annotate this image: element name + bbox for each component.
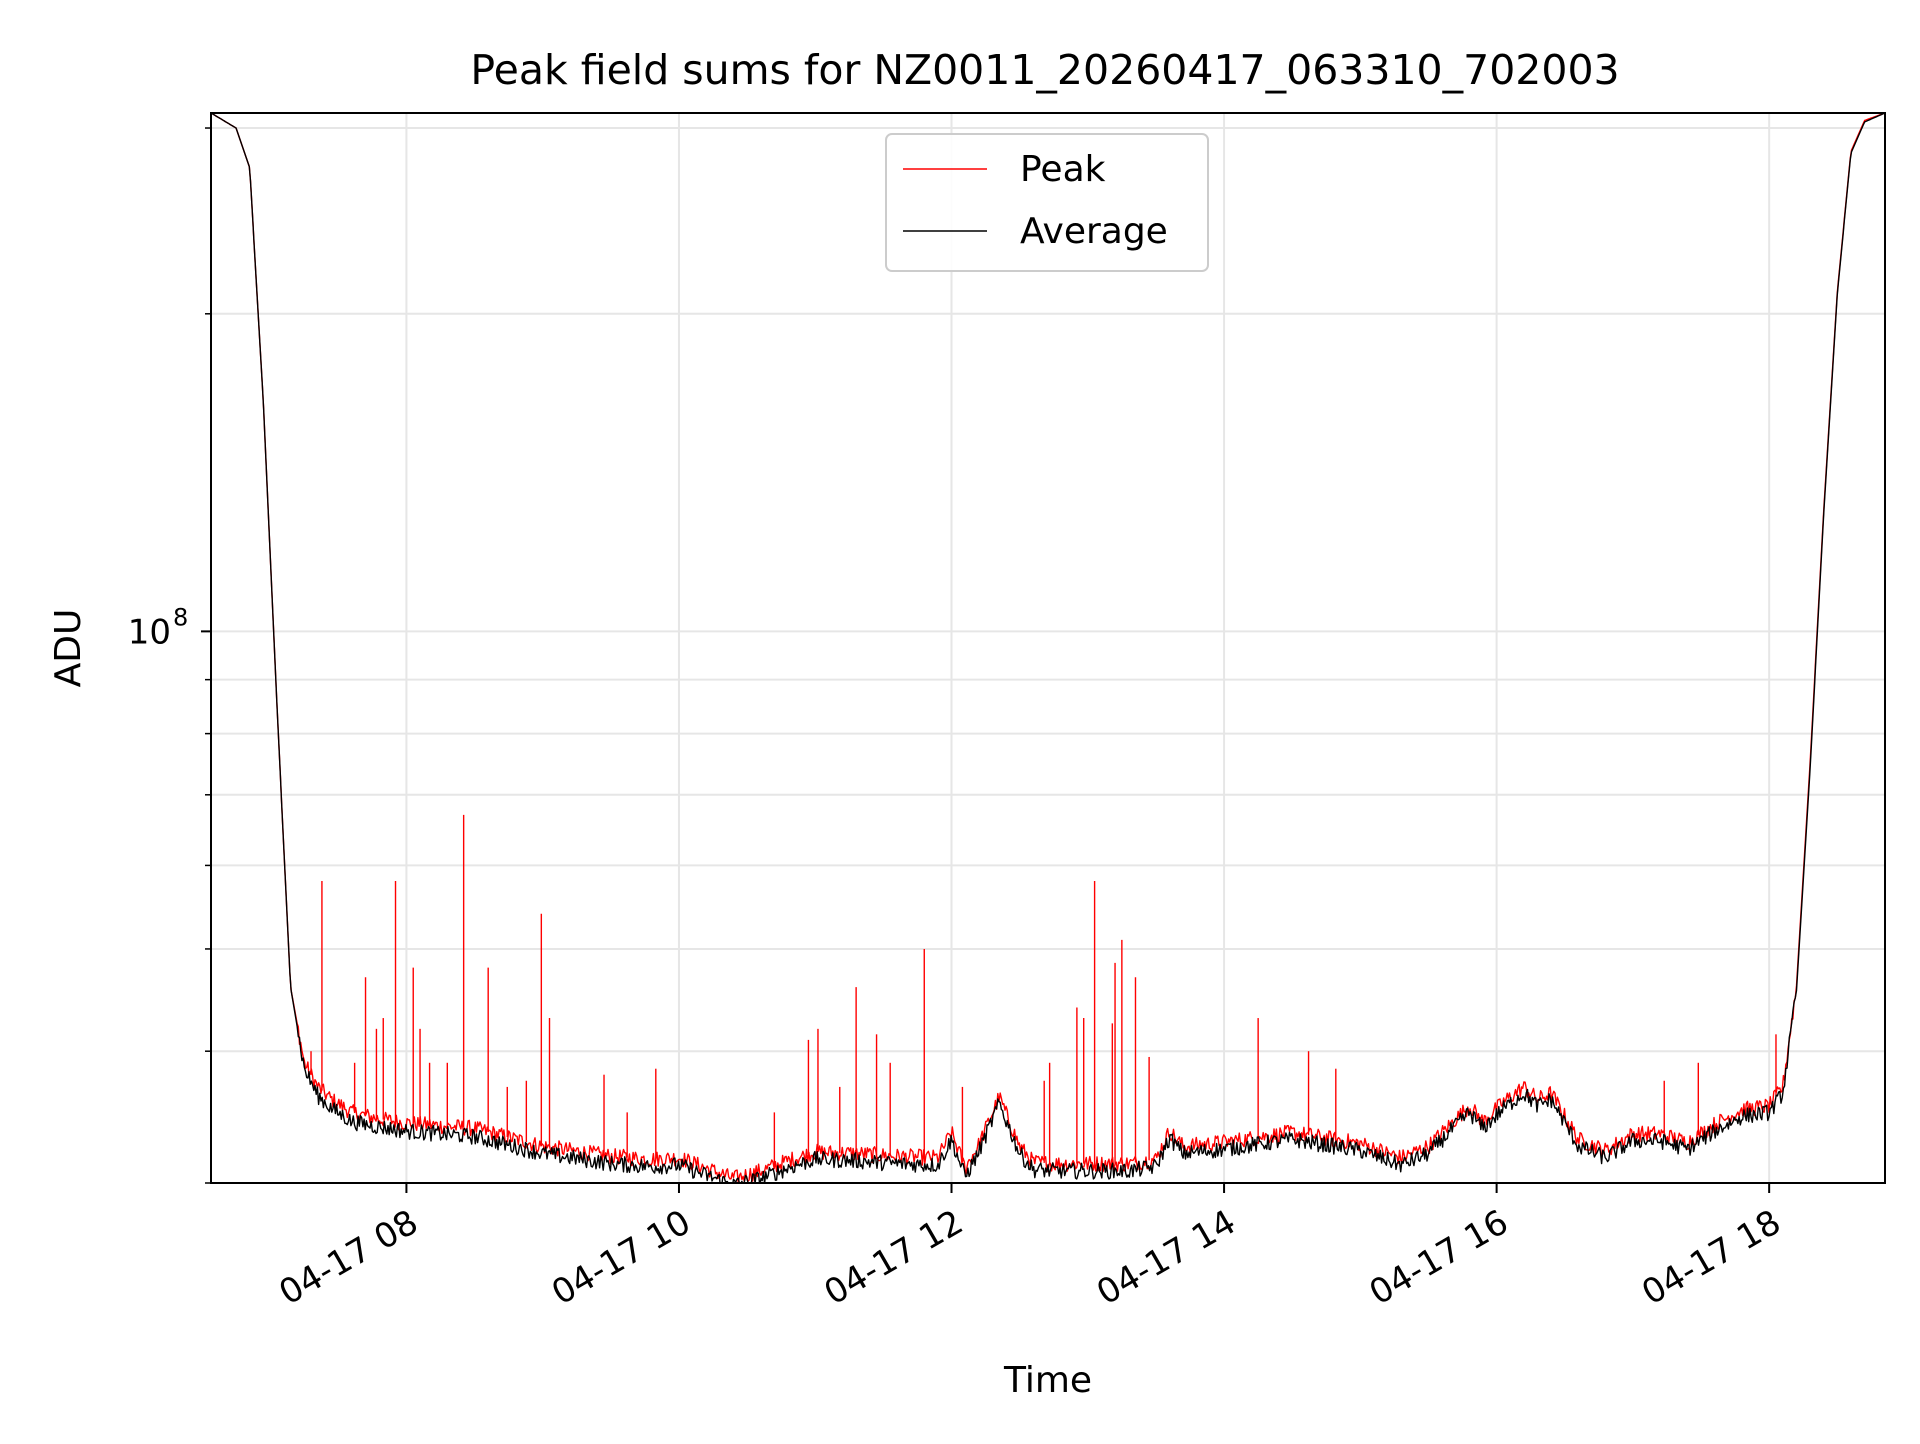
series-average [211,113,1885,1183]
y-tick-label: 10 [128,612,171,652]
x-axis-label: Time [1003,1360,1092,1401]
plot-frame [210,112,1886,1184]
series-layer [211,113,1885,1183]
y-axis: 10 8 [128,127,211,1184]
chart-title: Peak field sums for NZ0011_20260417_0633… [470,46,1619,94]
legend: Peak Average [885,133,1209,272]
y-tick-label-exponent: 8 [173,603,188,631]
legend-peak-label: Peak [1020,149,1106,190]
series-line-average [211,113,1885,1183]
grid [211,113,1885,1184]
legend-average-label: Average [1020,211,1168,252]
y-tick-label-base: 10 [128,612,171,652]
y-axis-label: ADU [48,609,89,688]
